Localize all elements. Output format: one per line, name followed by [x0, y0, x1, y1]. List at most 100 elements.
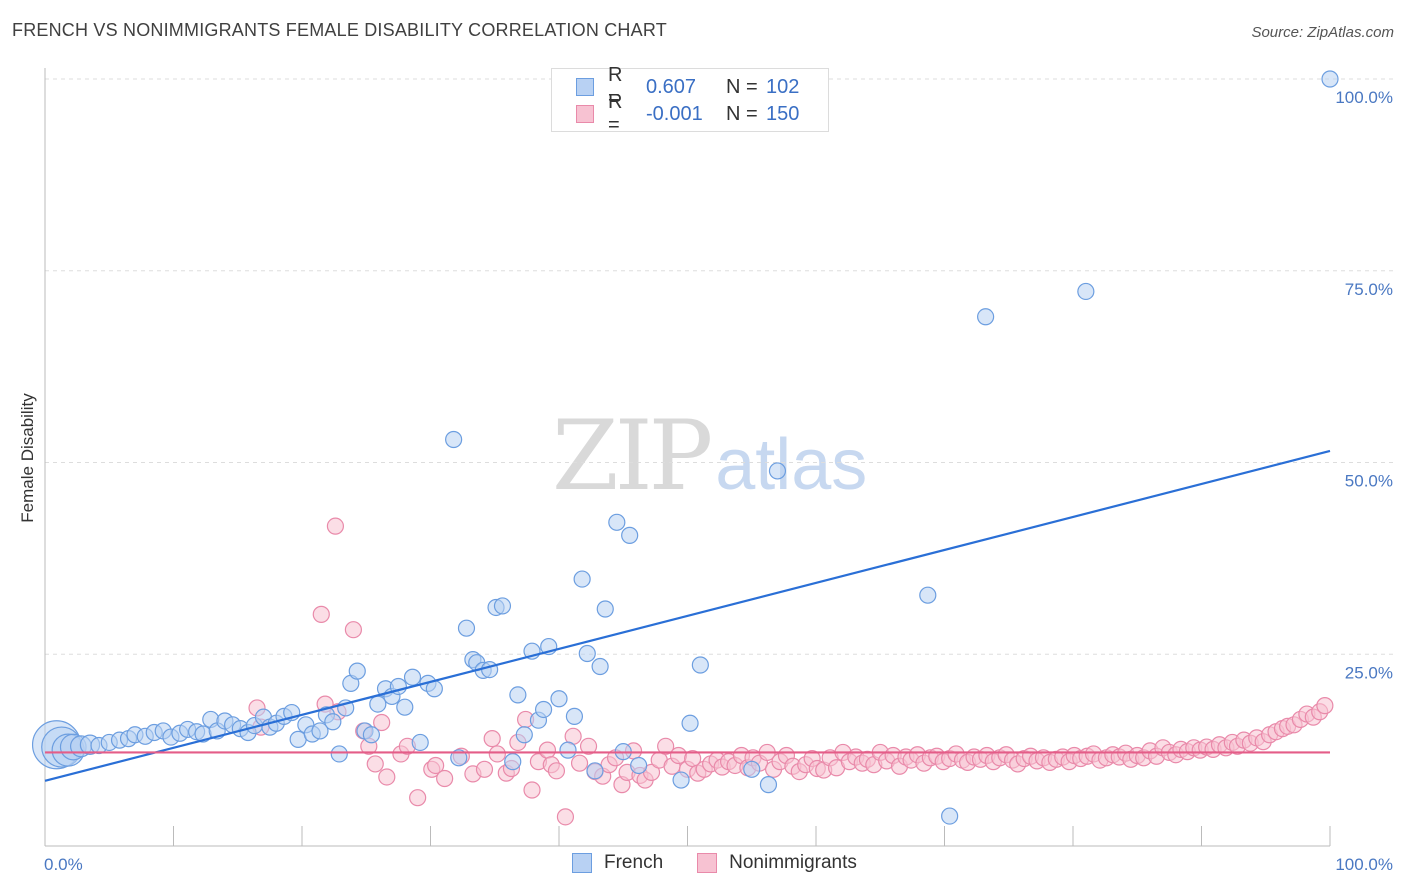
french-swatch [576, 78, 594, 96]
nonimmigrants-point [570, 754, 589, 772]
nonimmigrants-point [547, 762, 566, 780]
french-point [324, 713, 342, 731]
axes [44, 68, 1331, 847]
french-point [578, 644, 596, 663]
french-point [608, 513, 626, 531]
legend-row-nonimmigrants: R = -0.001 N = 150 [576, 91, 800, 136]
french-point [1077, 282, 1095, 301]
french-trendline [44, 449, 1331, 782]
nonimmigrants-swatch [576, 105, 594, 123]
legend-label-french: French [604, 852, 664, 873]
french-point [504, 753, 522, 771]
french-points [31, 70, 1339, 825]
french-swatch [572, 853, 592, 873]
n-label: N = [726, 102, 758, 125]
trend-lines [44, 449, 1331, 782]
nonimmigrants-point [409, 789, 427, 807]
french-point [534, 700, 553, 719]
french-point [457, 619, 476, 637]
french-point [743, 760, 761, 778]
x-tick-label: 0.0% [44, 855, 83, 874]
french-point [445, 430, 463, 449]
french-point [559, 741, 577, 759]
french-point [672, 771, 690, 789]
correlation-legend: R = 0.607 N = 102 R = -0.001 N = 150 [551, 64, 829, 136]
french-point [565, 707, 584, 725]
french-point [586, 762, 604, 780]
nonimmigrants-point [657, 737, 675, 755]
french-point [403, 668, 422, 686]
nonimmigrants-point [344, 621, 362, 639]
nonimmigrants-point [488, 745, 506, 763]
chart-title: FRENCH VS NONIMMIGRANTS FEMALE DISABILIT… [12, 20, 667, 40]
y-tick-label: 50.0% [1345, 472, 1393, 491]
y-axis-label: Female Disability [18, 393, 37, 523]
french-point [919, 586, 937, 604]
watermark-zip: ZIP [552, 400, 713, 512]
r-label: R = [608, 64, 623, 109]
n-value: 102 [766, 75, 800, 98]
nonimmigrants-point [427, 756, 445, 775]
r-value: -0.001 [646, 102, 703, 125]
french-point [362, 726, 380, 744]
french-point [311, 722, 329, 740]
french-point [691, 656, 709, 674]
watermark: ZIPatlas [552, 400, 867, 512]
n-value: 150 [766, 102, 800, 125]
french-point [369, 695, 387, 713]
french-point [596, 600, 614, 618]
legend-item-french[interactable]: French [572, 852, 663, 874]
nonimmigrants-point [312, 605, 330, 623]
french-point [591, 657, 609, 676]
nonimmigrants-point [373, 713, 391, 732]
r-label: R = [608, 91, 623, 136]
french-point [1321, 70, 1339, 88]
nonimmigrants-point [326, 517, 345, 535]
y-tick-label: 25.0% [1345, 663, 1393, 682]
french-point [450, 749, 468, 767]
french-point [411, 733, 429, 752]
legend-row-french: R = 0.607 N = 102 [576, 64, 800, 109]
y-tick-label: 75.0% [1345, 280, 1393, 299]
french-point [396, 698, 414, 716]
french-point [481, 660, 499, 679]
french-point [621, 526, 639, 544]
x-tick-label: 100.0% [1335, 855, 1393, 874]
french-point [550, 690, 568, 708]
nonimmigrants-point [556, 808, 575, 826]
grid-lines [45, 78, 1395, 655]
french-point [509, 686, 527, 704]
french-point [493, 597, 512, 615]
french-point [348, 662, 366, 680]
french-point [630, 756, 648, 775]
nonimmigrants-point [579, 737, 598, 755]
french-point [977, 308, 995, 326]
series-legend: French Nonimmigrants [572, 852, 891, 874]
nonimmigrants-point [538, 741, 557, 759]
nonimmigrants-point [669, 746, 688, 765]
watermark-atlas: atlas [715, 425, 868, 505]
french-point [330, 745, 348, 763]
nonimmigrants-point [523, 781, 541, 799]
tick-labels: 100.0% 75.0% 50.0% 25.0% 0.0% 100.0% Female Di… [18, 88, 1393, 874]
nonimmigrants-point [366, 755, 384, 773]
nonimmigrants-point [436, 769, 454, 788]
french-point [681, 714, 699, 732]
legend-item-nonimmigrants[interactable]: Nonimmigrants [697, 852, 857, 874]
french-point [941, 807, 959, 825]
nonimmigrants-point [483, 730, 501, 748]
nonimmigrants-point [378, 768, 396, 786]
french-point [573, 570, 591, 588]
y-tick-label: 100.0% [1335, 88, 1393, 107]
nonimmigrants-point [1316, 697, 1334, 715]
french-point [515, 726, 533, 744]
french-point [768, 462, 787, 480]
n-label: N = [726, 75, 758, 98]
nonimmigrants-swatch [697, 853, 718, 873]
legend-label-nonimmigrants: Nonimmigrants [729, 852, 857, 873]
french-point [759, 776, 778, 794]
source-label: Source: ZipAtlas.com [1251, 24, 1394, 41]
nonimmigrants-point [475, 760, 494, 778]
r-value: 0.607 [646, 75, 697, 98]
